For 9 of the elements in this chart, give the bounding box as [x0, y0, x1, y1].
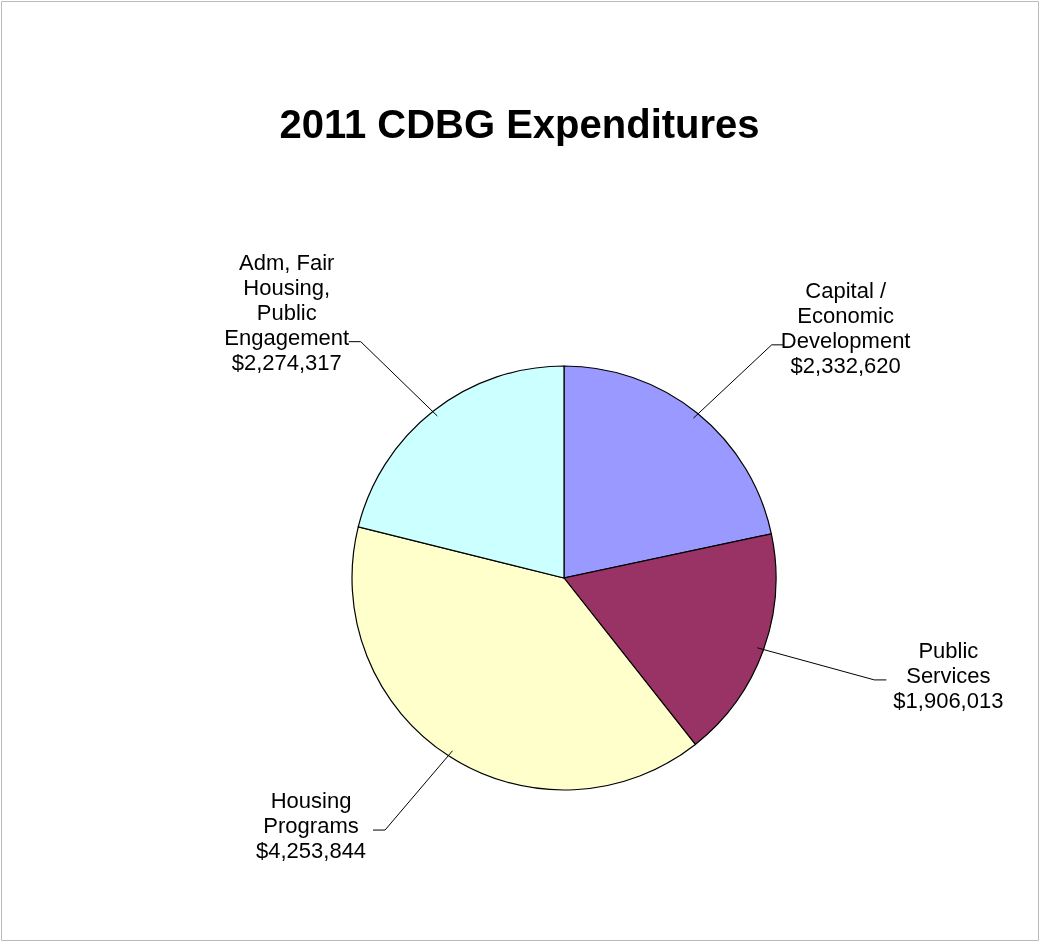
- data-label: $1,906,013: [893, 687, 1004, 713]
- slice-label: Public Services: [906, 637, 991, 688]
- slice-label: Housing Programs: [263, 788, 359, 839]
- data-label: $2,274,317: [231, 349, 342, 375]
- slice-label: Capital / Economic Development: [780, 277, 911, 353]
- data-label: $2,332,620: [790, 352, 901, 378]
- data-label: $4,253,844: [255, 838, 367, 864]
- slice-label: Adm, Fair Housing, Public Engagement: [224, 249, 350, 350]
- chart-title: 2011 CDBG Expenditures: [279, 102, 760, 146]
